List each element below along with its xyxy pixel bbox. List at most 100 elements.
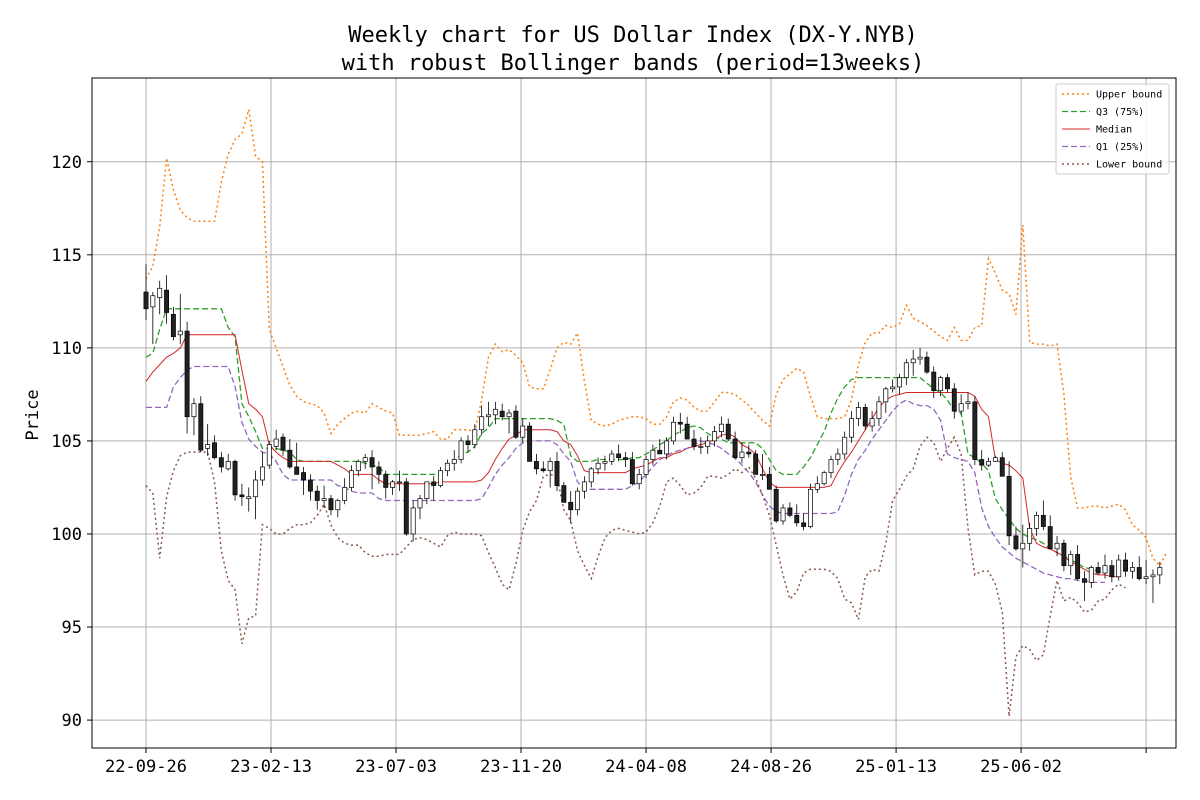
candle-body-up [1088, 567, 1094, 583]
candle [938, 375, 944, 397]
candle-body-down [753, 453, 759, 475]
candle-body-up [492, 408, 498, 416]
candle [499, 403, 505, 421]
candle-body-up [575, 490, 581, 511]
candle [472, 424, 478, 449]
candle [417, 494, 423, 520]
candle-body-down [280, 436, 286, 451]
candle [999, 452, 1005, 477]
x-tick-label: 24-04-08 [605, 757, 687, 777]
candle [1075, 545, 1081, 581]
candle [794, 504, 800, 527]
candle-body-down [232, 461, 238, 496]
candle-body-up [321, 498, 327, 501]
candle [616, 444, 622, 462]
candle-body-up [1150, 574, 1156, 578]
candle-body-up [205, 444, 211, 449]
y-tick-label: 110 [51, 339, 82, 359]
y-tick-label: 115 [51, 246, 82, 266]
candle-body-up [335, 500, 341, 511]
candle [568, 491, 574, 523]
candle [506, 409, 512, 434]
candle [492, 401, 498, 425]
candle [602, 455, 608, 471]
candle-body-up [883, 388, 889, 403]
candle-body-up [1157, 567, 1163, 576]
candle [1054, 535, 1060, 557]
candle [958, 394, 964, 415]
candle [205, 424, 211, 456]
candle [575, 487, 581, 516]
candle-body-down [540, 468, 546, 472]
candle-body-up [712, 431, 718, 442]
candle-body-up [739, 451, 745, 459]
axes: 90 95 100 105 110 115 120 22-09-26 23-02-13 23-07… [51, 77, 1177, 777]
chart-title-line-1: Weekly chart for US Dollar Index (DX-Y.N… [348, 23, 918, 48]
candle [335, 498, 341, 518]
candle [451, 450, 457, 471]
candle-body-down [677, 421, 683, 425]
candle-body-up [424, 481, 430, 499]
candle-body-down [1123, 559, 1128, 572]
candle [1136, 556, 1142, 581]
candle-body-up [451, 459, 457, 464]
candle [766, 466, 772, 490]
candle-body-down [1095, 567, 1101, 574]
candle-body-down [616, 453, 622, 459]
candle-body-up [760, 474, 765, 476]
candle [1129, 561, 1135, 579]
candle-body-down [554, 461, 560, 486]
candle-body-up [150, 295, 156, 308]
candle-body-down [1061, 542, 1067, 566]
candle [849, 411, 855, 443]
candle [670, 416, 676, 445]
candle-body-down [431, 481, 437, 486]
candle-body-up [698, 446, 704, 448]
candle [903, 359, 909, 386]
candle [623, 452, 628, 467]
candle-body-down [1081, 578, 1087, 583]
candle [554, 452, 560, 492]
candle [986, 457, 992, 467]
candle [390, 480, 396, 495]
candle-body-down [732, 438, 738, 459]
candle-body-up [1116, 559, 1122, 578]
candle [1116, 554, 1122, 581]
candle [753, 450, 759, 475]
candle [349, 465, 354, 492]
candle-body-up [444, 462, 450, 472]
candle [876, 396, 882, 427]
candle [273, 429, 279, 451]
candle [739, 442, 745, 464]
candle-body-up [849, 418, 855, 438]
candle-body-down [198, 403, 204, 451]
candle [883, 386, 889, 413]
candle [266, 440, 272, 469]
candle [821, 470, 827, 486]
candle-body-up [842, 436, 848, 455]
candle [218, 452, 224, 473]
candle-body-up [903, 362, 909, 378]
candle [924, 351, 930, 374]
candle [164, 275, 169, 324]
legend: Upper bound Q3 (75%) Median Q1 (25%) Lower b… [1055, 83, 1170, 175]
candle-body-down [1075, 554, 1081, 579]
candle [362, 453, 368, 469]
candle-body-up [266, 444, 272, 466]
candle-body-down [184, 330, 190, 418]
candle-body-up [486, 414, 491, 418]
candle [1143, 560, 1149, 585]
candle-body-down [1136, 567, 1142, 579]
candle [760, 453, 765, 480]
candle [807, 483, 813, 529]
candle-body-down [746, 451, 752, 455]
candle [965, 392, 971, 410]
legend-label-upper: Upper bound [1096, 90, 1162, 101]
candle [842, 431, 848, 460]
candle [1150, 569, 1156, 603]
candle [1040, 500, 1046, 531]
candle [664, 437, 670, 460]
candle [301, 466, 307, 495]
y-tick-label: 105 [51, 432, 82, 452]
